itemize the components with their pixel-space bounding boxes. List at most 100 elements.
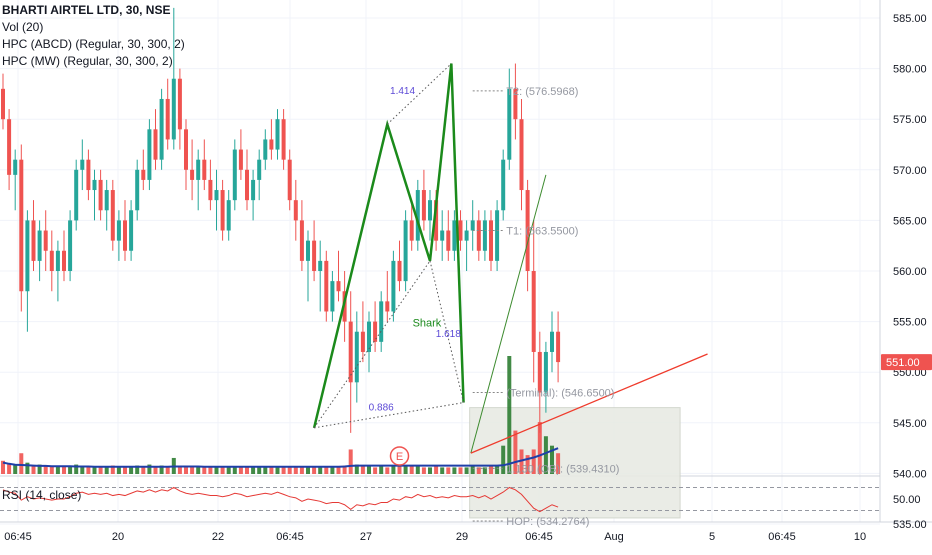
x-tick-label: 5 <box>709 531 715 543</box>
candle-body <box>74 169 79 221</box>
candle-body <box>190 169 195 180</box>
volume-bar <box>153 466 158 474</box>
candle-body <box>104 190 109 211</box>
volume-bar <box>513 430 518 474</box>
volume-bar <box>391 465 396 474</box>
candle-body <box>525 190 530 271</box>
candle-body <box>25 220 30 292</box>
candle-body <box>464 230 469 241</box>
candle-body <box>367 321 371 352</box>
volume-bar <box>110 465 115 474</box>
volume-bar <box>501 445 506 474</box>
volume-bar <box>354 464 359 474</box>
candle-body <box>446 230 451 251</box>
candle-body <box>232 149 237 201</box>
x-axis: 06:45 20 22 06:45 27 29 06:45 Aug 5 06:45 10 <box>4 531 866 543</box>
candle-body <box>421 190 426 221</box>
candle-body <box>196 159 201 180</box>
candle-body <box>336 281 341 292</box>
candle-body <box>513 88 518 120</box>
rsi-pane <box>0 486 880 513</box>
volume-bar <box>434 466 439 474</box>
pattern-connector <box>314 402 464 429</box>
y-tick-label: 560.00 <box>893 266 927 278</box>
volume-bar <box>129 466 134 474</box>
indicator-hpc-mw[interactable]: HPC (MW) (Regular, 30, 300, 2) <box>2 54 173 68</box>
x-tick-label: 10 <box>854 531 866 543</box>
indicator-volume[interactable]: Vol (20) <box>2 20 44 34</box>
candle-body <box>482 220 487 251</box>
candle-body <box>177 78 182 130</box>
candle-body <box>434 200 439 241</box>
volume-bar <box>360 466 365 474</box>
volume-bar <box>251 467 256 474</box>
grid-lines <box>0 0 880 525</box>
volume-bar <box>80 466 85 474</box>
y-tick-label: 565.00 <box>893 215 927 227</box>
candle-series <box>1 7 561 433</box>
volume-bar <box>476 467 481 474</box>
volume-bar <box>165 466 170 474</box>
candle-body <box>409 220 414 241</box>
y-tick-label: 540.00 <box>893 468 927 480</box>
candle-body <box>184 129 188 170</box>
volume-bar <box>428 467 432 474</box>
volume-bar <box>293 466 298 474</box>
volume-bar <box>519 449 524 474</box>
candle-body <box>13 159 18 175</box>
candle-body <box>202 159 207 180</box>
volume-bar <box>62 466 66 474</box>
candle-body <box>299 220 304 261</box>
volume-bar <box>1 460 5 474</box>
volume-bar <box>104 467 109 474</box>
indicator-hpc-abcd[interactable]: HPC (ABCD) (Regular, 30, 300, 2) <box>2 37 185 51</box>
volume-bar <box>543 436 548 474</box>
chart-title[interactable]: BHARTI AIRTEL LTD, 30, NSE <box>2 3 171 17</box>
volume-bar <box>531 449 536 474</box>
pattern-ratio-label: 0.886 <box>369 403 394 414</box>
volume-bar <box>379 466 384 474</box>
candle-body <box>1 88 5 120</box>
candle-body <box>147 129 152 180</box>
y-tick-label: 575.00 <box>893 114 927 126</box>
candle-body <box>129 210 134 251</box>
volume-bar <box>312 467 317 474</box>
candle-body <box>55 250 60 271</box>
y-axis: 585.00 580.00 575.00 570.00 565.00 560.00 555.… <box>893 13 927 531</box>
volume-bar <box>214 467 219 474</box>
x-tick-label: 06:45 <box>4 531 32 543</box>
volume-bar <box>556 453 561 474</box>
pattern-ratio-label: 1.618 <box>436 329 461 340</box>
candle-body <box>312 240 317 271</box>
candle-body <box>214 190 219 201</box>
y-tick-label: 535.00 <box>893 519 927 531</box>
pattern-connector <box>313 260 431 429</box>
volume-bar <box>409 466 414 474</box>
candle-body <box>110 190 115 241</box>
last-price-label: 551.00 <box>886 357 920 369</box>
projection-line <box>470 174 547 454</box>
volume-bar <box>257 467 262 474</box>
harmonic-pattern: 1.414 1.618 0.886 Shark <box>312 63 465 429</box>
volume-bar <box>263 466 268 474</box>
candle-body <box>159 98 164 160</box>
candle-body <box>385 301 390 312</box>
target-label: 1.130 (OB): (539.4310) <box>506 463 619 475</box>
x-tick-label: Aug <box>604 531 624 543</box>
candle-body <box>263 139 268 160</box>
candle-body <box>373 321 378 342</box>
volume-bar <box>269 467 274 474</box>
candle-body <box>251 179 256 201</box>
volume-bar <box>245 467 249 474</box>
volume-bar <box>238 467 243 474</box>
rsi-indicator-label[interactable]: RSI (14, close) <box>2 488 82 502</box>
volume-bar <box>135 465 140 474</box>
volume-bar <box>184 466 188 474</box>
volume-bar <box>495 466 500 474</box>
candle-body <box>537 351 542 393</box>
candle-body <box>397 260 402 282</box>
volume-bar <box>55 465 60 474</box>
